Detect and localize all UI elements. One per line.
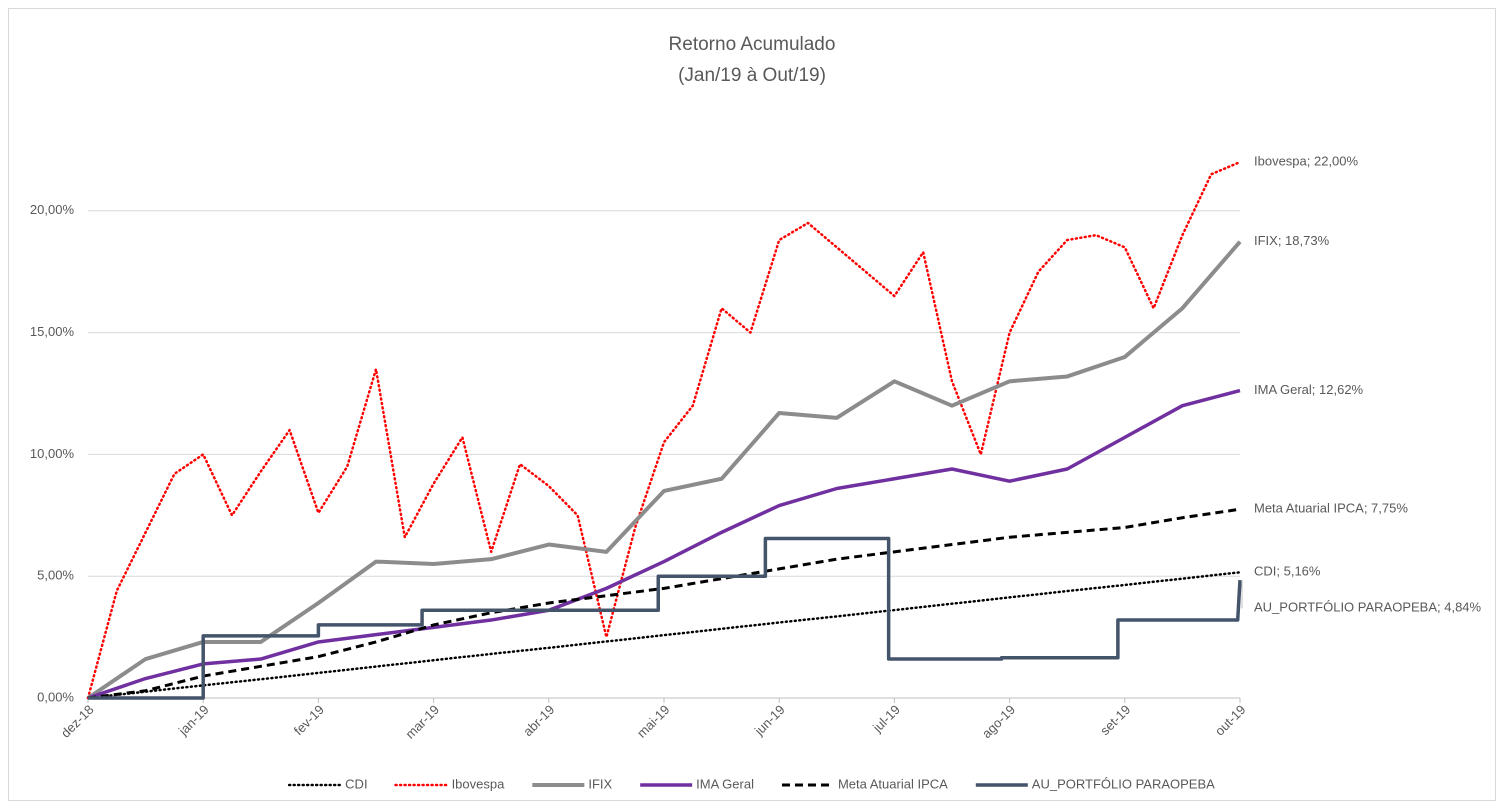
series-line — [86, 160, 1242, 700]
legend-label: Meta Atuarial IPCA — [838, 776, 948, 791]
legend-label: IFIX — [588, 776, 612, 791]
legend-label: IMA Geral — [696, 776, 754, 791]
y-tick-label: 20,00% — [30, 202, 75, 217]
end-label: IFIX; 18,73% — [1254, 233, 1330, 248]
series-line — [86, 571, 1242, 700]
series-line — [87, 388, 1241, 700]
series-line — [88, 536, 1242, 700]
end-label: Meta Atuarial IPCA; 7,75% — [1254, 501, 1408, 516]
end-label: CDI; 5,16% — [1254, 564, 1321, 579]
legend-label: Ibovespa — [452, 776, 506, 791]
series-line — [86, 240, 1242, 700]
y-tick-label: 15,00% — [30, 324, 75, 339]
legend-label: CDI — [345, 776, 367, 791]
series-line — [87, 507, 1241, 700]
y-tick-label: 5,00% — [37, 568, 74, 583]
y-tick-label: 10,00% — [30, 446, 75, 461]
end-label: IMA Geral; 12,62% — [1254, 382, 1364, 397]
y-tick-label: 0,00% — [37, 689, 74, 704]
end-label: Ibovespa; 22,00% — [1254, 154, 1359, 169]
chart-subtitle: (Jan/19 à Out/19) — [678, 65, 826, 86]
end-label: AU_PORTFÓLIO PARAOPEBA; 4,84% — [1254, 600, 1482, 615]
legend-label: AU_PORTFÓLIO PARAOPEBA — [1032, 776, 1215, 791]
chart-title: Retorno Acumulado — [669, 34, 836, 55]
